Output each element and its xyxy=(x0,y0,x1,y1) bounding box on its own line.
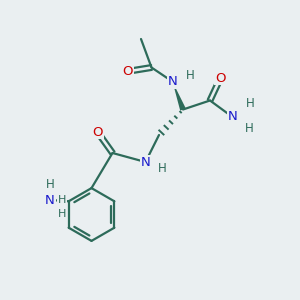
Text: O: O xyxy=(122,65,133,78)
Text: N: N xyxy=(45,194,55,207)
Text: N: N xyxy=(228,110,237,124)
Text: N: N xyxy=(168,75,177,88)
Text: H: H xyxy=(246,97,255,110)
Text: H: H xyxy=(58,209,66,219)
Text: O: O xyxy=(92,125,103,139)
Text: O: O xyxy=(215,71,226,85)
Polygon shape xyxy=(172,82,186,111)
Text: H: H xyxy=(158,162,166,175)
Text: H: H xyxy=(46,178,54,191)
Text: N: N xyxy=(141,155,150,169)
Text: H: H xyxy=(244,122,253,136)
Text: H: H xyxy=(58,195,66,205)
Text: H: H xyxy=(186,69,195,82)
